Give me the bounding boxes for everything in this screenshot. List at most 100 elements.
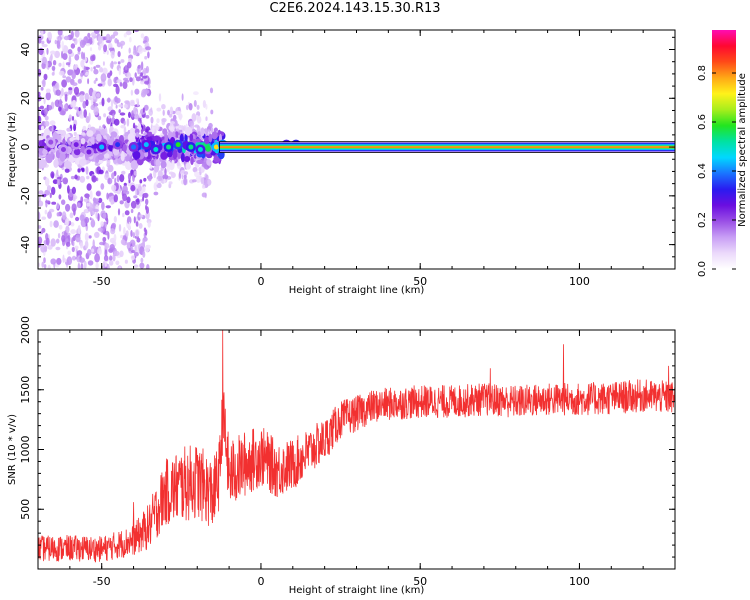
heatmap-blob xyxy=(143,89,150,95)
heatmap-blob xyxy=(51,65,56,71)
heatmap-blob xyxy=(118,67,122,76)
heatmap-blob xyxy=(77,46,81,53)
heatmap-blob xyxy=(110,200,114,205)
heatmap-blob xyxy=(38,196,41,203)
heatmap-blob xyxy=(87,249,92,256)
heatmap-blob xyxy=(58,224,63,230)
heatmap-blob xyxy=(208,122,213,129)
heatmap-blob xyxy=(53,220,59,228)
heatmap-blob xyxy=(87,260,94,266)
heatmap-blob xyxy=(183,171,189,176)
heatmap-blob xyxy=(117,208,121,216)
heatmap-blob xyxy=(128,111,131,118)
heatmap-blob xyxy=(124,259,128,264)
heatmap-blob xyxy=(38,190,44,195)
heatmap-blob xyxy=(65,62,71,66)
heatmap-blob xyxy=(57,233,61,239)
heatmap-blob xyxy=(178,106,181,111)
heatmap-blob xyxy=(81,168,85,173)
heatmap-blob xyxy=(82,100,87,109)
heatmap-blob xyxy=(42,44,48,48)
heatmap-blob xyxy=(61,211,67,220)
heatmap-blob xyxy=(155,159,159,167)
heatmap-blob xyxy=(43,264,47,269)
heatmap-blob xyxy=(38,236,43,245)
heatmap-blob xyxy=(95,92,101,98)
heatmap-blob xyxy=(163,178,166,184)
heatmap-blob xyxy=(106,264,110,269)
heatmap-blob xyxy=(78,158,87,166)
heatmap-blob xyxy=(168,181,173,185)
heatmap-blob xyxy=(133,264,139,268)
heatmap-blob xyxy=(80,263,84,269)
heatmap-blob xyxy=(124,100,130,104)
heatmap-blob xyxy=(62,177,69,185)
heatmap-blob xyxy=(70,222,75,227)
heatmap-blob xyxy=(91,218,94,225)
heatmap-blob xyxy=(56,212,60,217)
heatmap-blob xyxy=(85,43,91,47)
heatmap-blob xyxy=(167,151,173,158)
heatmap-blob xyxy=(188,103,193,111)
heatmap-blob xyxy=(164,133,168,143)
heatmap-blob xyxy=(66,241,71,247)
heatmap-blob xyxy=(79,175,86,183)
heatmap-blob xyxy=(123,103,128,109)
heatmap-blob xyxy=(54,83,59,89)
heatmap-blob xyxy=(118,266,121,269)
heatmap-blob xyxy=(69,212,74,219)
heatmap-blob xyxy=(44,209,48,215)
heatmap-blob xyxy=(97,227,103,232)
heatmap-blob xyxy=(109,260,114,266)
heatmap-blob xyxy=(61,87,64,97)
heatmap-blob xyxy=(136,237,141,243)
heatmap-blob xyxy=(129,138,136,143)
heatmap-blob xyxy=(156,182,162,189)
heatmap-blob xyxy=(47,264,51,269)
heatmap-blob xyxy=(39,230,44,235)
heatmap-core-blob xyxy=(73,142,79,148)
heatmap-blob xyxy=(79,94,84,103)
colorbar-tick-label: 0.2 xyxy=(697,212,708,228)
heatmap-blob xyxy=(94,253,100,263)
heatmap-core-blob xyxy=(166,144,172,150)
heatmap-blob xyxy=(71,82,78,86)
heatmap-blob xyxy=(45,200,51,204)
heatmap-blob xyxy=(125,230,129,237)
heatmap-blob xyxy=(126,118,130,127)
heatmap-blob xyxy=(114,250,120,257)
x-tick-label: 100 xyxy=(569,275,590,288)
heatmap-blob xyxy=(195,138,202,143)
heatmap-blob xyxy=(77,168,81,173)
heatmap-blob xyxy=(130,89,134,96)
heatmap-blob xyxy=(72,197,76,202)
heatmap-blob xyxy=(184,126,193,136)
heatmap-blob xyxy=(61,40,64,50)
heatmap-blob xyxy=(201,184,206,189)
heatmap-blob xyxy=(124,210,130,216)
heatmap-blob xyxy=(70,43,76,49)
heatmap-blob xyxy=(77,78,82,84)
heatmap-core-blob xyxy=(188,144,194,150)
heatmap-blob xyxy=(72,99,77,107)
heatmap-blob xyxy=(104,153,110,159)
heatmap-blob xyxy=(62,75,67,79)
heatmap-blob xyxy=(83,109,87,118)
x-tick-label: 50 xyxy=(413,575,427,588)
heatmap-blob xyxy=(194,171,200,178)
heatmap-blob xyxy=(147,84,151,89)
heatmap-core-blob xyxy=(143,142,149,148)
heatmap-blob xyxy=(52,60,57,66)
heatmap-blob xyxy=(116,79,122,84)
heatmap-blob xyxy=(113,83,119,88)
heatmap-blob xyxy=(110,99,114,108)
heatmap-blob xyxy=(138,214,144,218)
heatmap-blob xyxy=(118,109,121,114)
heatmap-blob xyxy=(164,168,167,176)
heatmap-blob xyxy=(100,221,104,227)
heatmap-blob xyxy=(134,244,137,253)
heatmap-blob xyxy=(47,31,53,41)
heatmap-blob xyxy=(194,124,200,128)
heatmap-blob xyxy=(196,104,200,110)
heatmap-blob xyxy=(101,97,105,107)
